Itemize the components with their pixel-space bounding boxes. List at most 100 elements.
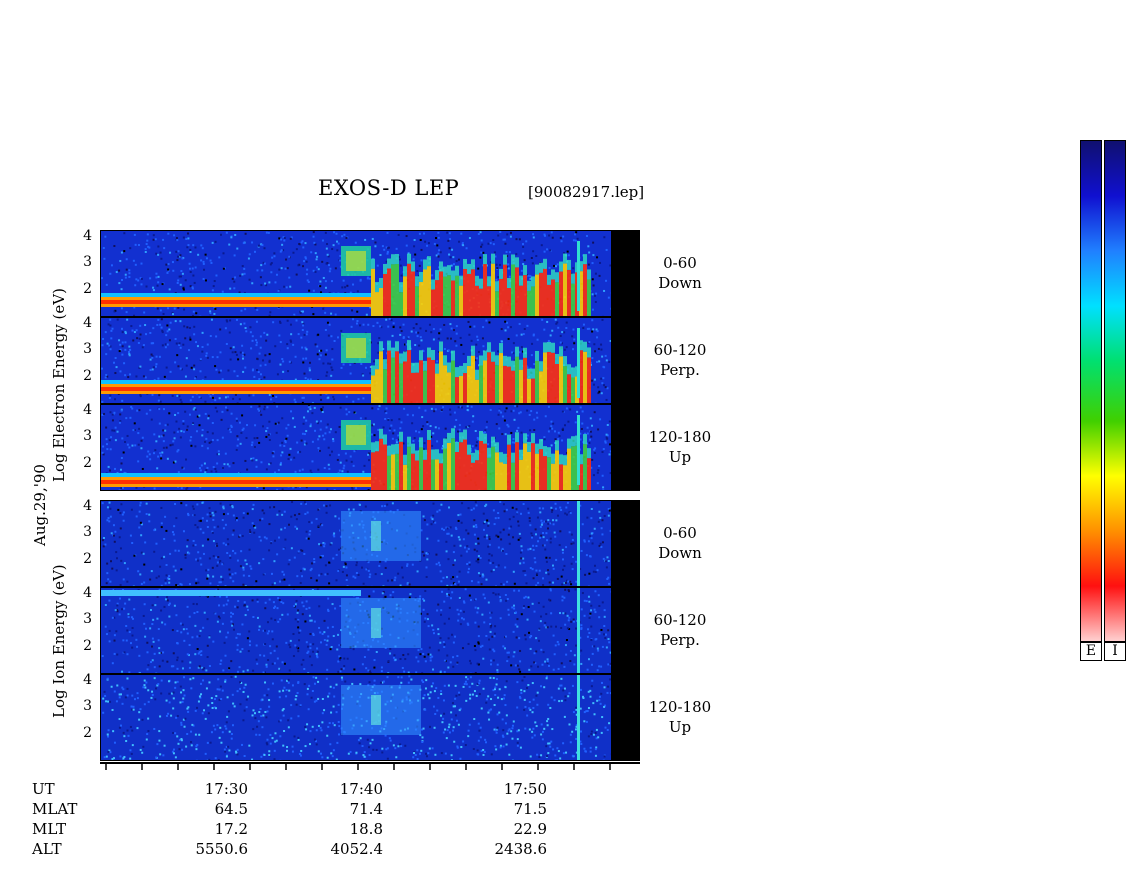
noise-speck	[303, 501, 306, 504]
noise-speck	[363, 656, 366, 659]
precipitation-top	[547, 274, 551, 285]
noise-speck	[211, 421, 214, 424]
noise-speck	[127, 616, 130, 619]
noise-speck	[252, 503, 255, 506]
noise-speck	[150, 353, 153, 356]
noise-speck	[532, 548, 535, 551]
noise-speck	[482, 522, 485, 525]
noise-speck	[246, 669, 249, 672]
noise-speck	[189, 336, 192, 339]
noise-speck	[520, 512, 523, 515]
noise-speck	[553, 531, 556, 534]
noise-speck	[258, 535, 261, 538]
noise-speck	[252, 615, 255, 618]
noise-speck	[116, 602, 119, 605]
noise-speck	[521, 549, 524, 552]
noise-speck	[545, 571, 548, 574]
noise-speck	[607, 663, 610, 666]
noise-speck	[592, 383, 595, 386]
noise-speck	[210, 402, 213, 403]
noise-speck	[529, 547, 532, 550]
noise-speck	[184, 410, 187, 413]
noise-speck	[401, 566, 404, 569]
noise-speck	[507, 425, 510, 428]
noise-speck	[246, 605, 249, 608]
precipitation-top	[439, 453, 443, 464]
noise-speck	[226, 631, 229, 634]
precipitation-column	[387, 268, 391, 316]
noise-speck	[565, 407, 568, 410]
noise-speck	[569, 512, 572, 515]
noise-speck	[387, 672, 390, 673]
noise-speck	[423, 599, 426, 602]
precipitation-top	[531, 433, 535, 444]
noise-speck	[332, 244, 335, 247]
noise-speck	[593, 448, 596, 451]
noise-speck	[485, 426, 488, 429]
noise-speck	[543, 544, 546, 547]
noise-speck	[518, 668, 521, 671]
noise-speck	[155, 542, 158, 545]
noise-speck	[206, 343, 209, 346]
noise-speck	[286, 267, 289, 270]
noise-speck	[390, 319, 393, 322]
noise-speck	[195, 341, 198, 344]
noise-speck	[579, 504, 582, 507]
noise-speck	[188, 666, 191, 669]
noise-speck	[265, 231, 268, 234]
noise-speck	[523, 605, 526, 608]
noise-speck	[415, 323, 418, 326]
precipitation-top	[415, 276, 419, 287]
noise-speck	[527, 548, 530, 551]
noise-speck	[188, 326, 191, 329]
noise-speck	[194, 543, 197, 546]
noise-speck	[560, 662, 563, 665]
noise-speck	[128, 598, 131, 601]
noise-speck	[269, 742, 272, 745]
noise-speck	[523, 328, 526, 331]
noise-speck	[439, 328, 442, 331]
noise-speck	[477, 641, 480, 644]
noise-speck	[575, 713, 578, 716]
noise-speck	[355, 487, 358, 490]
noise-speck	[317, 750, 320, 753]
noise-speck	[581, 422, 584, 425]
noise-speck	[488, 535, 491, 538]
ion-spike	[577, 588, 580, 673]
precipitation-column	[491, 361, 495, 403]
precipitation-column	[587, 279, 591, 316]
noise-speck	[262, 558, 265, 561]
noise-speck	[378, 337, 381, 340]
noise-speck	[415, 656, 418, 659]
noise-speck	[501, 547, 504, 550]
noise-speck	[300, 549, 303, 552]
noise-speck	[523, 596, 526, 599]
noise-speck	[590, 604, 593, 607]
noise-speck	[254, 424, 257, 427]
noise-speck	[432, 338, 435, 341]
noise-speck	[117, 508, 120, 511]
noise-speck	[608, 360, 611, 363]
noise-speck	[267, 659, 270, 662]
noise-speck	[239, 351, 242, 354]
noise-speck	[232, 346, 235, 349]
noise-speck	[542, 507, 545, 510]
noise-speck	[225, 231, 228, 234]
noise-speck	[105, 283, 108, 286]
noise-speck	[497, 535, 500, 538]
noise-speck	[163, 555, 166, 558]
precipitation-top	[443, 438, 447, 449]
noise-speck	[459, 623, 462, 626]
noise-speck	[529, 708, 532, 711]
noise-speck	[393, 579, 396, 582]
noise-speck	[248, 644, 251, 647]
noise-speck	[244, 308, 247, 311]
noise-speck	[121, 670, 124, 673]
noise-speck	[592, 241, 595, 244]
noise-speck	[118, 421, 121, 424]
noise-speck	[476, 335, 479, 338]
precipitation-column	[543, 268, 547, 316]
noise-speck	[607, 514, 610, 517]
noise-speck	[290, 340, 293, 343]
noise-speck	[365, 667, 368, 670]
